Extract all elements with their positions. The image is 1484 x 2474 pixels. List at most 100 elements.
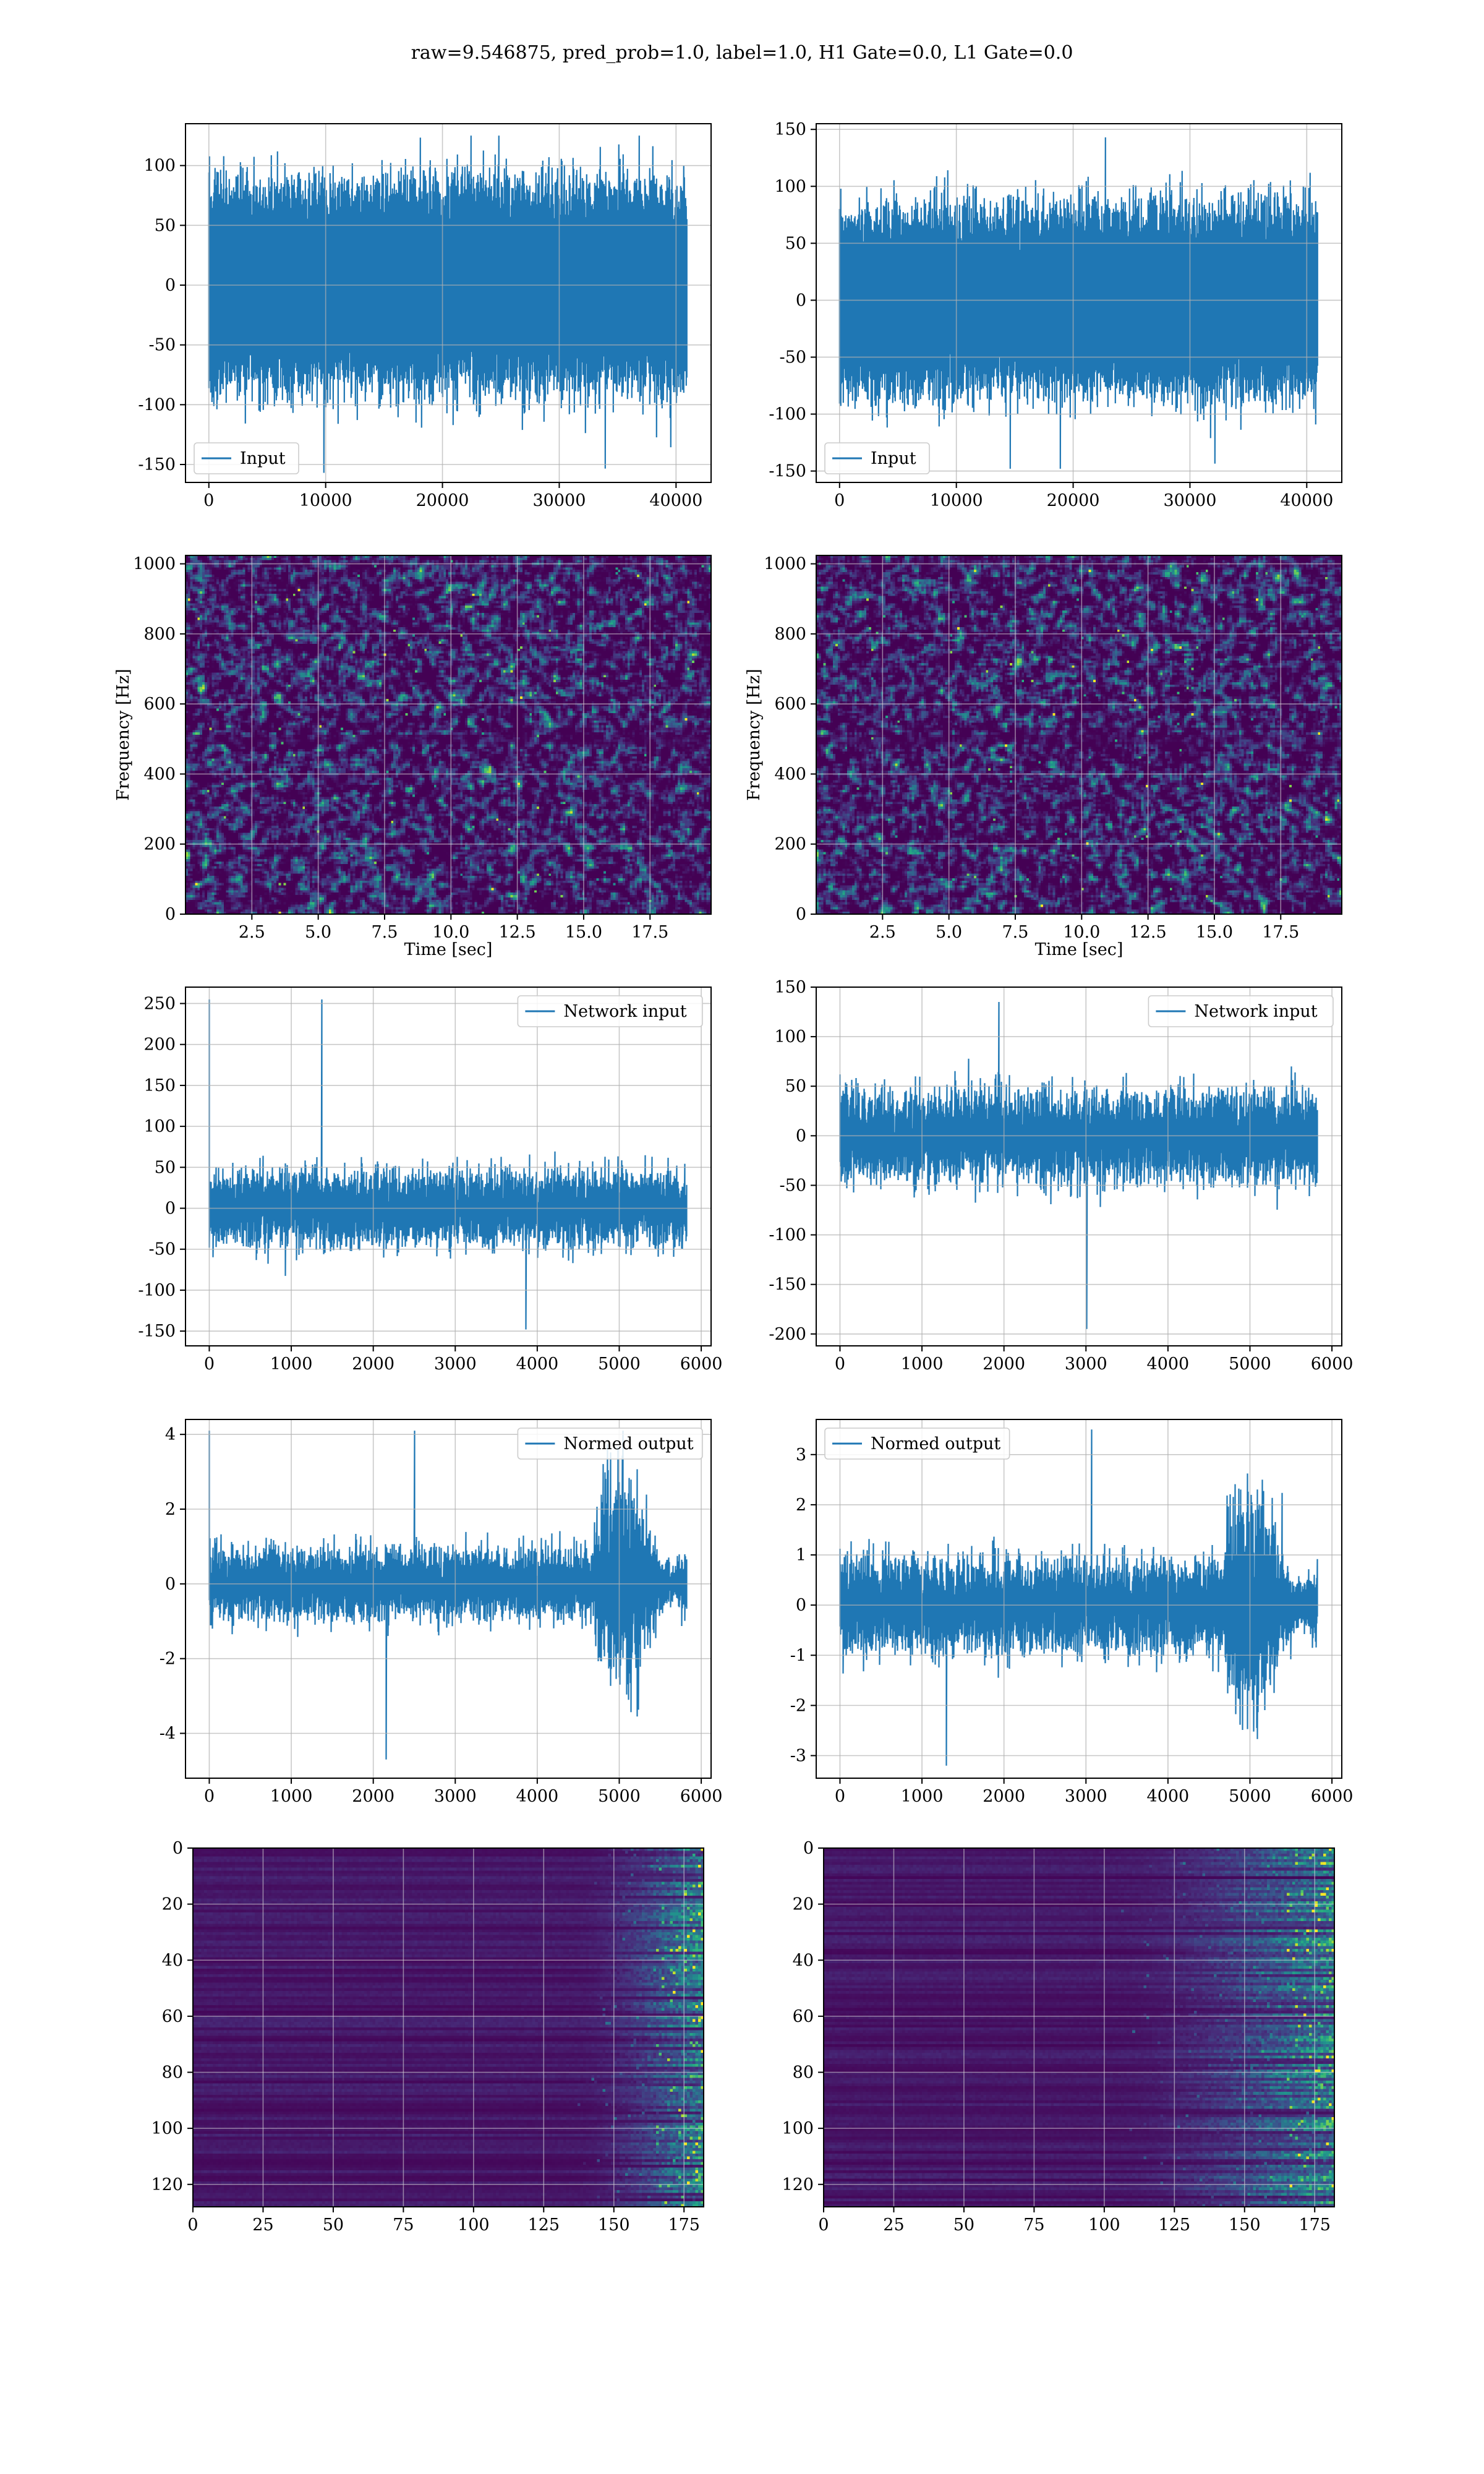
x-tick-label: 30000 [532,491,586,510]
y-tick-label: 50 [155,1158,176,1177]
y-tick-label: 50 [785,1077,806,1096]
series-line [208,999,688,1330]
y-tick-label: 200 [143,1035,176,1055]
y-tick-label: 0 [796,1596,806,1615]
y-tick-label: 50 [155,216,176,235]
y-tick-label: 100 [774,1027,806,1047]
y-tick-label: 0 [796,291,806,310]
y-tick-label: -150 [138,1322,176,1341]
y-tick-label: 100 [143,1117,176,1136]
legend: Normed output [517,1427,703,1460]
panel-row5-left: 0 25 50 75 100 125 150 175 0 20 40 60 80 100 120 [151,1839,704,2235]
x-tick-label: 4000 [1147,1355,1190,1374]
x-tick-label: 0 [818,2215,829,2235]
heatmap-image [816,555,1342,914]
legend-box [517,1427,703,1460]
y-tick-label: 1000 [764,555,806,574]
y-tick-label: -200 [769,1325,806,1344]
x-tick-label: 75 [393,2215,414,2235]
y-tick-label: 0 [173,1839,183,1858]
x-tick-label: 5000 [598,1787,641,1806]
x-tick-label: 0 [834,491,845,510]
legend-label: Network input [563,1002,686,1021]
y-tick-label: 120 [151,2175,183,2194]
x-tick-label: 5000 [1229,1355,1271,1374]
x-tick-label: 150 [1229,2215,1261,2235]
y-tick-label: 400 [774,764,806,784]
x-tick-label: 0 [204,1787,215,1806]
panel-row5-right: 0 25 50 75 100 125 150 175 0 20 40 60 80 100 120 [782,1839,1335,2235]
y-tick-label: 0 [803,1839,814,1858]
y-tick-label: 4 [165,1425,176,1444]
y-tick-label: 3 [796,1445,806,1465]
x-tick-label: 1000 [901,1355,944,1374]
y-tick-label: 400 [143,764,176,784]
legend-box [517,995,703,1027]
x-tick-label: 75 [1023,2215,1044,2235]
y-tick-label: -50 [780,1176,806,1195]
y-tick-label: -4 [160,1724,176,1744]
series-line [208,1431,688,1760]
y-tick-label: 800 [774,625,806,644]
x-tick-label: 7.5 [371,923,398,942]
y-tick-label: 20 [793,1895,814,1914]
x-tick-label: 2.5 [869,923,896,942]
y-tick-label: -150 [769,1275,806,1295]
y-tick-label: 150 [774,978,806,997]
y-tick-label: 2 [796,1496,806,1515]
panel-row1-right: 0 10000 20000 30000 40000 -150 -100 -50 0 50 100 15… [769,120,1342,510]
x-tick-label: 100 [1088,2215,1120,2235]
x-tick-label: 3000 [1065,1355,1107,1374]
x-tick-label: 6000 [680,1355,723,1374]
x-tick-label: 7.5 [1002,923,1028,942]
panel-row3-right: 0 1000 2000 3000 4000 5000 6000-200-150-100-50… [769,978,1353,1374]
series-line [839,1429,1318,1766]
x-tick-label: 40000 [1280,491,1333,510]
legend: Input [824,442,930,474]
x-tick-label: 1000 [270,1787,313,1806]
y-tick-label: 0 [796,905,806,924]
x-axis-label: Time [sec] [404,940,493,959]
y-tick-label: -150 [138,455,176,474]
x-tick-label: 4000 [516,1355,559,1374]
y-tick-label: -150 [769,462,806,481]
axes-frame [185,987,712,1346]
x-tick-label: 3000 [434,1787,477,1806]
y-tick-label: 800 [143,625,176,644]
x-tick-label: 5000 [598,1355,641,1374]
x-tick-label: 10000 [930,491,983,510]
x-tick-label: 25 [252,2215,273,2235]
y-tick-label: -50 [780,348,806,367]
series-line [208,135,688,473]
legend-label: Input [871,449,916,468]
x-tick-label: 1000 [270,1355,313,1374]
x-tick-label: 20000 [416,491,469,510]
x-tick-label: 5000 [1229,1787,1271,1806]
y-tick-label: 0 [165,1575,176,1594]
legend-box [1148,995,1334,1027]
x-tick-label: 6000 [1311,1355,1354,1374]
x-tick-label: 12.5 [499,923,536,942]
x-tick-label: 2.5 [239,923,265,942]
y-tick-label: 100 [143,156,176,176]
x-tick-label: 25 [883,2215,904,2235]
y-tick-label: 40 [162,1951,183,1970]
x-tick-label: 6000 [680,1787,723,1806]
x-tick-label: 50 [953,2215,974,2235]
y-tick-label: 60 [162,2007,183,2026]
legend: Input [194,442,299,474]
x-tick-label: 4000 [516,1787,559,1806]
x-tick-label: 1000 [901,1787,944,1806]
legend-label: Normed output [871,1434,1000,1453]
x-tick-label: 15.0 [1196,923,1233,942]
x-tick-label: 2000 [983,1787,1025,1806]
panel-row2-left: 2.5 5.0 7.5 10.0 12.5 15.0 17.5 0 200 400 600 800 10… [114,555,712,959]
x-tick-label: 6000 [1311,1787,1354,1806]
y-axis-label: Frequency [Hz] [744,669,764,800]
heatmap-image [824,1848,1334,2207]
legend: Network input [517,995,703,1027]
x-tick-label: 0 [835,1355,845,1374]
panel-row1-left: 0 10000 20000 30000 40000 -150 -100 -50 0 50 100 In… [138,123,712,510]
axes-frame [185,555,712,915]
y-tick-label: -2 [160,1650,176,1669]
